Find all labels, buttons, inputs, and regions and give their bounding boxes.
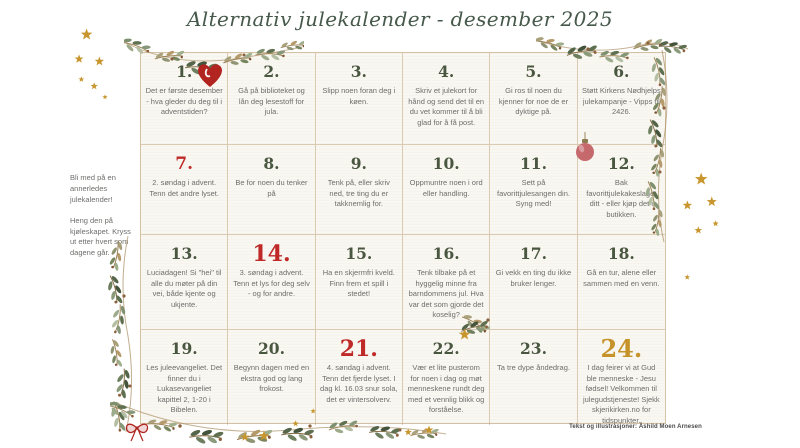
day-number: 4. <box>438 62 455 81</box>
day-number: 20. <box>258 339 285 358</box>
day-number: 12. <box>607 154 635 173</box>
day-number: 23. <box>520 339 547 358</box>
day-task-text: Gå på biblioteket og lån deg lesestoff f… <box>238 86 305 116</box>
day-number: 16. <box>432 244 460 263</box>
day-task-text: Begynn dagen med en ekstra god og lang f… <box>233 363 310 393</box>
day-number: 17. <box>520 244 547 263</box>
day-task-text: Sett på favorittjulesangen din. Syng med… <box>497 178 570 208</box>
day-number: 21. <box>339 335 378 362</box>
day-task-text: Gi vekk en ting du ikke bruker lenger. <box>495 268 572 288</box>
gold-star-cluster-icon <box>682 172 719 280</box>
day-number: 19. <box>170 339 198 358</box>
day-task-text: 2. søndag i advent. Tenn det andre lyset… <box>149 178 219 198</box>
day-number: 7. <box>175 153 194 174</box>
day-cell-16: 16. Tenk tilbake på et hyggelig minne fra… <box>403 235 491 330</box>
day-number: 10. <box>432 154 460 173</box>
day-task-text: Gå en tur, alene eller sammen med en ven… <box>583 268 660 288</box>
day-number: 22. <box>432 339 460 358</box>
day-cell-22: 22. Vær et lite pusterom for noen i dag o… <box>403 330 491 425</box>
day-cell-15: 15. Ha en skjermfri kveld. Finn frem et s… <box>315 235 403 330</box>
sidebar-intro-text: Bli med på en annerledes julekalender! <box>70 173 116 204</box>
day-cell-9: 9. Tenk på, eller skriv ned, tre ting du … <box>315 145 403 235</box>
day-cell-14: 14. 3. søndag i advent. Tenn et lys for d… <box>228 235 316 330</box>
day-cell-10: 10. Oppmuntre noen i ord eller handling. <box>403 145 491 235</box>
day-cell-4: 4. Skriv et julekort for hånd og send det… <box>403 53 491 145</box>
day-task-text: Slipp noen foran deg i køen. <box>322 86 396 106</box>
day-cell-11: 11. Sett på favorittjulesangen din. Syng … <box>490 145 578 235</box>
day-task-text: Oppmuntre noen i ord eller handling. <box>409 178 483 198</box>
day-number: 15. <box>345 244 373 263</box>
sidebar-instructions: Bli med på en annerledes julekalender! H… <box>70 173 138 269</box>
day-number: 13. <box>170 244 198 263</box>
day-cell-20: 20. Begynn dagen med en ekstra god og lan… <box>228 330 316 425</box>
day-number: 2. <box>263 62 280 81</box>
day-cell-5: 5. Gi ros til noen du kjenner for noe de … <box>490 53 578 145</box>
day-task-text: Ha en skjermfri kveld. Finn frem et spil… <box>322 268 395 298</box>
day-task-text: Tenk på, eller skriv ned, tre ting du er… <box>327 178 390 208</box>
advent-calendar-grid: 1. Det er første desember - hva gleder du… <box>140 52 666 425</box>
page-title: Alternativ julekalender - desember 2025 <box>186 7 614 31</box>
day-number: 24. <box>600 334 643 363</box>
day-task-text: I dag feirer vi at Gud ble menneske - Je… <box>582 363 660 425</box>
day-number: 5. <box>525 62 542 81</box>
day-cell-8: 8. Be for noen du tenker på <box>228 145 316 235</box>
day-task-text: Ta tre dype åndedrag. <box>497 363 570 372</box>
day-task-text: Luciadagen! Si "hei" til alle du møter p… <box>146 268 222 309</box>
day-task-text: Tenk tilbake på et hyggelig minne fra ba… <box>408 268 484 319</box>
day-number: 1. <box>176 62 193 81</box>
day-task-text: Støtt Kirkens Nødhjelps julekampanje - V… <box>581 86 661 116</box>
day-task-text: Be for noen du tenker på <box>235 178 308 198</box>
day-cell-18: 18. Gå en tur, alene eller sammen med en … <box>577 235 665 330</box>
day-cell-2: 2. Gå på biblioteket og lån deg lesestoff… <box>228 53 316 145</box>
day-number: 6. <box>613 62 630 81</box>
day-number: 18. <box>607 244 635 263</box>
day-task-text: Det er første desember - hva gleder du d… <box>145 86 223 116</box>
day-cell-23: 23. Ta tre dype åndedrag. <box>490 330 578 425</box>
credit-text: Tekst og illustrasjoner: Åshild Moen Arn… <box>569 424 702 430</box>
day-cell-19: 19. Les juleevangeliet. Det finner du i L… <box>141 330 229 425</box>
day-task-text: Bak favorittjulekakeslaget ditt - eller … <box>586 178 657 219</box>
day-task-text: Skriv et julekort for hånd og send det t… <box>408 86 485 127</box>
day-task-text: Gi ros til noen du kjenner for noe de er… <box>498 86 569 116</box>
day-number: 11. <box>520 154 547 173</box>
day-task-text: Les juleevangeliet. Det finner du i Luka… <box>146 363 223 414</box>
day-cell-17: 17. Gi vekk en ting du ikke bruker lenger… <box>490 235 578 330</box>
gold-star-cluster-icon <box>74 28 108 100</box>
day-cell-12: 12. Bak favorittjulekakeslaget ditt - ell… <box>577 145 665 235</box>
day-number: 9. <box>350 154 367 173</box>
day-cell-1: 1. Det er første desember - hva gleder du… <box>141 53 229 145</box>
day-cell-24: 24. I dag feirer vi at Gud ble menneske -… <box>578 330 665 425</box>
day-number: 8. <box>263 154 280 173</box>
day-number: 3. <box>350 62 367 81</box>
gold-star-cluster-icon <box>404 425 434 436</box>
day-cell-7: 7. 2. søndag i advent. Tenn det andre lys… <box>141 145 229 235</box>
day-cell-21: 21. 4. søndag i advent. Tenn det fjerde l… <box>316 330 403 425</box>
day-task-text: 4. søndag i advent. Tenn det fjerde lyse… <box>320 363 398 404</box>
day-cell-3: 3. Slipp noen foran deg i køen. <box>315 53 403 145</box>
day-task-text: 3. søndag i advent. Tenn et lys for deg … <box>233 268 310 298</box>
day-cell-6: 6. Støtt Kirkens Nødhjelps julekampanje -… <box>577 53 665 145</box>
day-number: 14. <box>252 240 291 267</box>
day-cell-13: 13. Luciadagen! Si "hei" til alle du møte… <box>141 235 229 330</box>
sidebar-howto-text: Heng den på kjøleskapet. Kryss ut etter … <box>70 215 131 258</box>
day-task-text: Vær et lite pusterom for noen i dag og m… <box>407 363 485 414</box>
